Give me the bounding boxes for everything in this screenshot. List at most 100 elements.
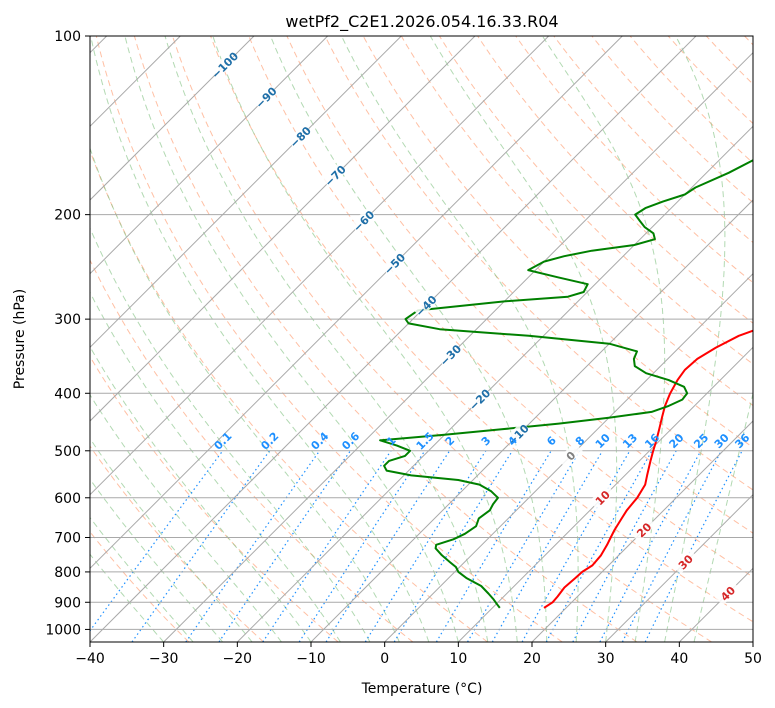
isotherm-label-bg (557, 442, 583, 468)
isotherm-label-bg (381, 250, 407, 276)
dry-adiabat (210, 36, 753, 623)
y-tick-label: 100 (54, 29, 81, 45)
mixing-ratio-line (393, 450, 513, 642)
isotherm (531, 420, 753, 642)
isotherm-label-bg (630, 516, 657, 543)
moist-adiabat (90, 291, 341, 642)
isotherm-label-bg (504, 421, 531, 447)
moist-adiabat (693, 391, 753, 642)
y-tick-label: 1000 (45, 622, 81, 638)
moist-adiabat (90, 553, 165, 642)
isotherm-label-bg (589, 484, 615, 510)
x-tick-label: −40 (75, 651, 105, 667)
isotherm-label-bg (437, 341, 463, 368)
x-tick-label: −10 (296, 651, 326, 667)
moist-adiabat (429, 36, 618, 642)
mixing-ratio-line (185, 450, 321, 642)
dry-adiabat (477, 36, 753, 324)
isotherm (90, 36, 476, 422)
isotherm-label-bg (252, 84, 279, 110)
background-lines (90, 36, 753, 642)
moist-adiabat (124, 36, 459, 642)
mixing-ratio-line (325, 450, 451, 642)
isotherm (310, 199, 753, 642)
isotherm (90, 36, 550, 496)
isotherm-label-bg (286, 123, 313, 150)
moist-adiabat (90, 36, 430, 642)
moist-adiabat (341, 36, 579, 642)
x-tick-label: 0 (380, 651, 389, 667)
isotherm (236, 125, 753, 642)
dry-adiabat (400, 36, 753, 407)
dry-adiabat (95, 36, 563, 642)
dry-adiabat (90, 445, 264, 642)
x-tick-label: 40 (670, 651, 688, 667)
moist-adiabat (90, 516, 194, 642)
plot-frame (89, 35, 754, 643)
isotherm (90, 36, 255, 201)
isotherm (457, 346, 753, 642)
chart-title: wetPf2_C2E1.2026.054.16.33.R04 (285, 12, 558, 32)
mixing-ratio-line (131, 450, 271, 642)
sounding-profiles (379, 159, 753, 609)
y-tick-label: 800 (54, 565, 81, 581)
y-tick-label: 600 (54, 491, 81, 507)
mixing-ratio-line (435, 450, 552, 642)
isotherm-label-bg (321, 162, 348, 188)
mixing-ratio-line (466, 450, 581, 642)
x-tick-label: −30 (149, 651, 179, 667)
y-tick-label: 200 (54, 208, 81, 224)
y-tick-label: 500 (54, 444, 81, 460)
isotherm (90, 36, 697, 642)
isotherm (605, 493, 753, 642)
moist-adiabat (164, 36, 489, 642)
moist-adiabat (90, 437, 253, 642)
isotherm-label-bg (211, 51, 237, 78)
moist-adiabat (90, 478, 223, 642)
isotherm-label: 0 (557, 442, 583, 468)
isotherm (384, 272, 753, 642)
x-tick-label: 20 (523, 651, 541, 667)
dry-adiabat (133, 36, 638, 642)
y-tick-label: 400 (54, 386, 81, 402)
mixing-ratio-line (491, 450, 604, 642)
moist-adiabat (90, 393, 282, 642)
mixing-ratio-line (298, 450, 426, 642)
x-tick-label: 10 (449, 651, 467, 667)
moist-adiabat (270, 36, 548, 642)
y-tick-label: 900 (54, 595, 81, 611)
mixing-ratio-line (90, 450, 224, 632)
isotherm-label-bg (672, 548, 698, 575)
isotherm-label-bg (350, 207, 376, 234)
x-tick-label: 30 (597, 651, 615, 667)
isotherm (163, 51, 753, 642)
moist-adiabat (212, 36, 518, 642)
temperature-profile (543, 329, 753, 609)
x-tick-label: 50 (744, 651, 762, 667)
x-axis: −40 −30 −20 −10 0 10 20 30 40 50 (75, 642, 762, 667)
mixing-ratio-line (521, 450, 631, 642)
isotherm (90, 36, 623, 570)
moist-adiabat (90, 227, 371, 642)
y-axis-title: Pressure (hPa) (12, 289, 28, 389)
x-tick-label: −20 (223, 651, 253, 667)
moist-adiabat (664, 36, 726, 642)
dry-adiabat (629, 36, 753, 164)
mixing-ratio-line (364, 450, 487, 642)
moist-adiabat (90, 146, 400, 642)
dewpoint-profile (379, 159, 753, 609)
mixing-ratio-line (572, 450, 677, 642)
isotherm (90, 36, 329, 275)
y-tick-label: 300 (54, 312, 81, 328)
y-tick-label: 700 (54, 531, 81, 547)
x-axis-title: Temperature (°C) (361, 681, 483, 697)
dry-adiabat (90, 259, 414, 642)
moist-adiabat (541, 36, 666, 642)
isotherm-label-bg (466, 386, 492, 412)
y-axis: 100 200 300 400 500 600 700 800 900 1000 (45, 29, 90, 638)
isotherm-label-bg (714, 580, 740, 606)
isotherm-label-bg (412, 292, 439, 318)
dry-adiabat (515, 36, 753, 284)
